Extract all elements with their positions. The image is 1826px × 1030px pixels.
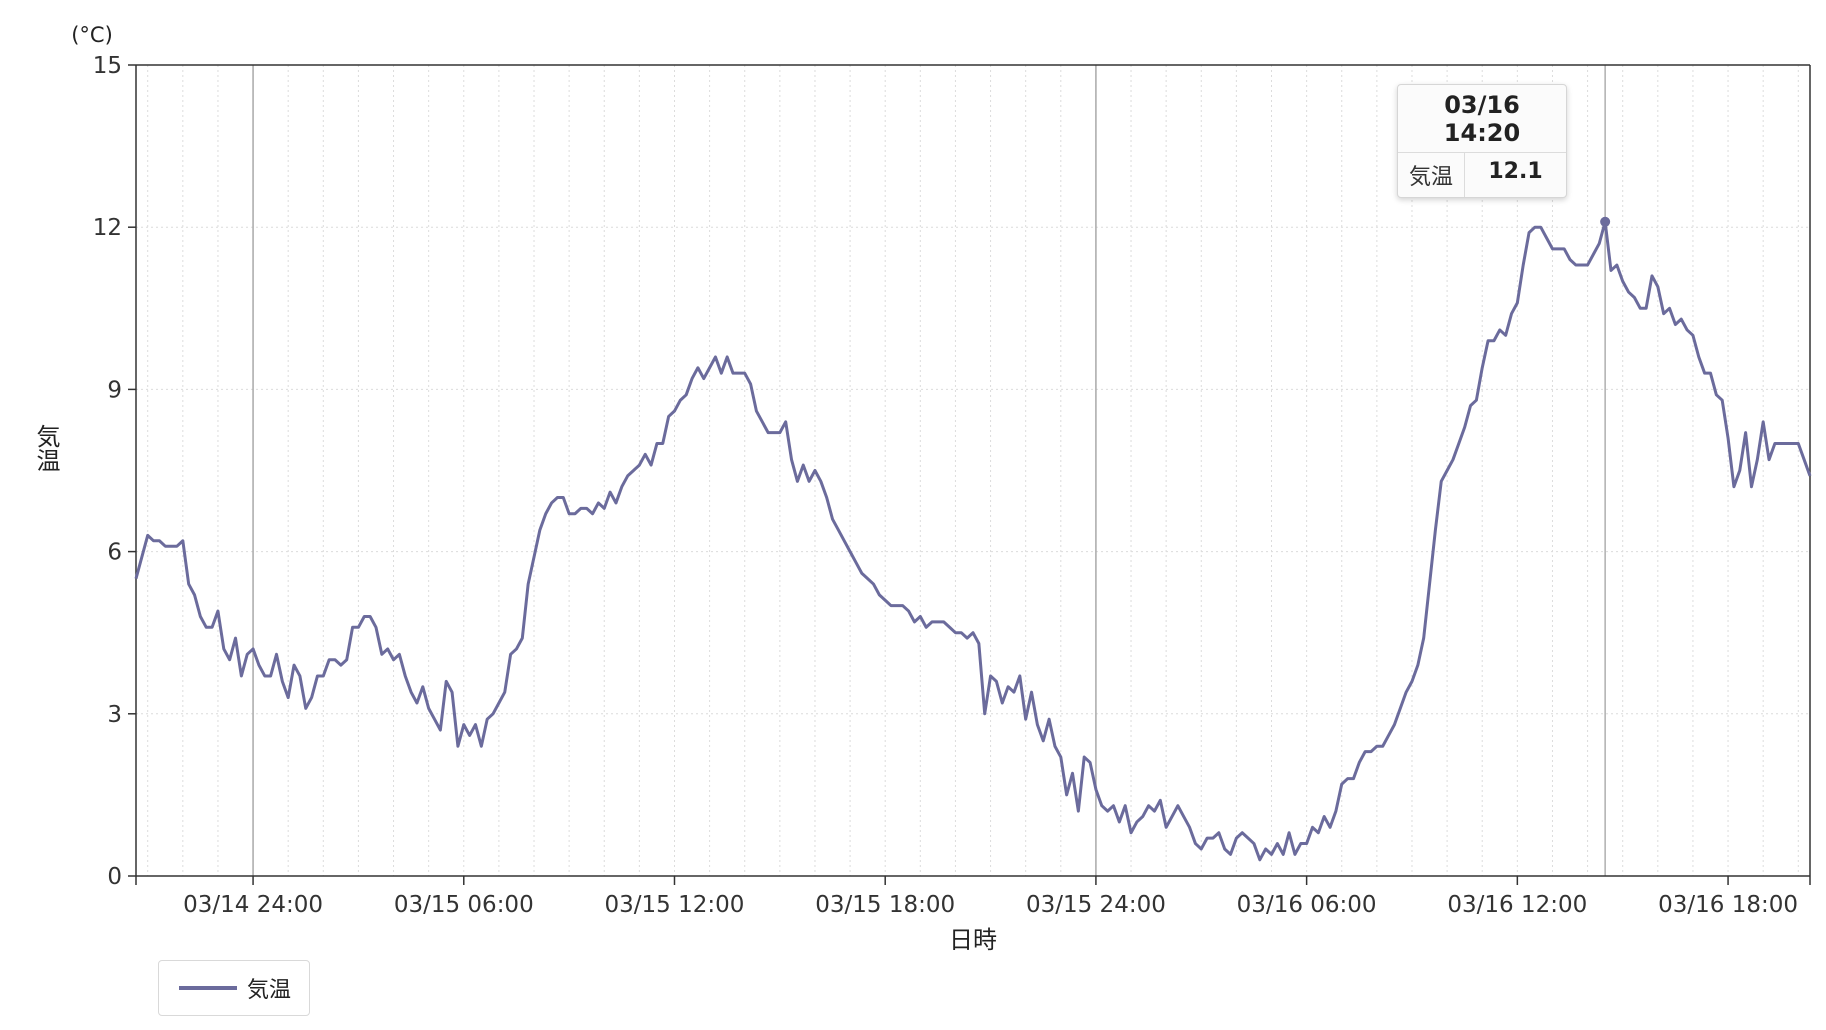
chart-legend[interactable]: 気温 [158,960,310,1016]
x-tick-label: 03/16 12:00 [1447,892,1587,918]
x-tick-label: 03/16 06:00 [1237,892,1377,918]
y-tick-label: 15 [93,53,122,79]
data-tooltip: 03/16 14:20 気温 12.1 [1397,84,1567,198]
y-tick-label: 3 [107,702,122,728]
x-tick-label: 03/14 24:00 [183,892,323,918]
x-axis-title: 日時 [949,926,997,954]
y-tick-label: 0 [107,864,122,890]
tooltip-row: 気温 12.1 [1398,153,1566,197]
temperature-series-line [134,220,1812,862]
x-tick-label: 03/16 18:00 [1658,892,1798,918]
y-tick-label: 6 [107,540,122,566]
y-tick-label: 9 [107,377,122,403]
x-tick-label: 03/15 24:00 [1026,892,1166,918]
legend-swatch [179,986,237,990]
tooltip-value: 12.1 [1488,159,1543,184]
x-tick-label: 03/15 12:00 [605,892,745,918]
tooltip-datetime: 03/16 14:20 [1398,85,1566,153]
x-tick-label: 03/15 06:00 [394,892,534,918]
y-axis-unit: (°C) [71,23,113,47]
y-tick-label: 12 [93,215,122,241]
legend-label: 気温 [247,978,292,1003]
tooltip-series-name: 気温 [1398,153,1465,197]
highlighted-point [1600,216,1611,227]
y-axis-title: 気温 [32,424,60,472]
x-tick-label: 03/15 18:00 [815,892,955,918]
